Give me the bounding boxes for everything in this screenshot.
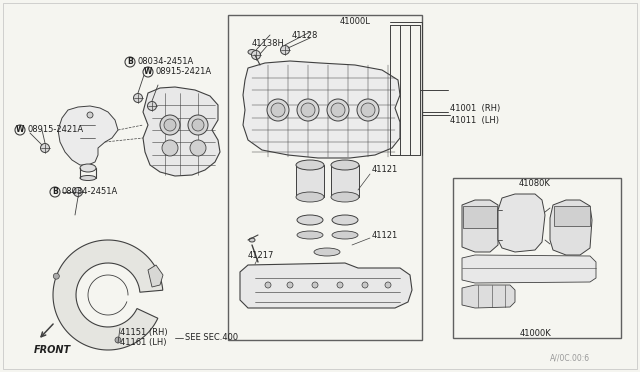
- Circle shape: [162, 140, 178, 156]
- Circle shape: [267, 99, 289, 121]
- Circle shape: [337, 282, 343, 288]
- Circle shape: [265, 282, 271, 288]
- Polygon shape: [498, 194, 545, 252]
- Ellipse shape: [80, 176, 96, 180]
- Circle shape: [87, 112, 93, 118]
- Bar: [463, 206, 497, 228]
- Polygon shape: [58, 106, 118, 165]
- Ellipse shape: [297, 231, 323, 239]
- Text: 08034-2451A: 08034-2451A: [62, 187, 118, 196]
- Text: 08915-2421A: 08915-2421A: [155, 67, 211, 77]
- Ellipse shape: [249, 238, 255, 242]
- Bar: [296, 165, 324, 197]
- Circle shape: [331, 103, 345, 117]
- Polygon shape: [462, 285, 515, 308]
- Circle shape: [74, 187, 83, 196]
- Ellipse shape: [80, 164, 96, 172]
- Ellipse shape: [296, 160, 324, 170]
- Text: SEE SEC.400: SEE SEC.400: [185, 334, 238, 343]
- Ellipse shape: [332, 215, 358, 225]
- Circle shape: [115, 337, 121, 343]
- Polygon shape: [148, 265, 163, 287]
- Text: 41151 (RH): 41151 (RH): [120, 327, 168, 337]
- Text: 41011  (LH): 41011 (LH): [450, 115, 499, 125]
- Ellipse shape: [331, 192, 359, 202]
- Text: 41128: 41128: [292, 32, 318, 41]
- Polygon shape: [240, 263, 412, 308]
- Polygon shape: [53, 240, 163, 350]
- Circle shape: [134, 93, 143, 103]
- Ellipse shape: [332, 231, 358, 239]
- Text: 41121: 41121: [372, 231, 398, 240]
- Text: 08915-2421A: 08915-2421A: [27, 125, 83, 135]
- Circle shape: [361, 103, 375, 117]
- Ellipse shape: [248, 49, 256, 55]
- Circle shape: [50, 187, 60, 197]
- Circle shape: [280, 45, 289, 55]
- Text: 41161 (LH): 41161 (LH): [120, 337, 166, 346]
- Circle shape: [327, 99, 349, 121]
- Circle shape: [252, 51, 260, 60]
- Polygon shape: [550, 200, 592, 255]
- Bar: [554, 206, 590, 226]
- Circle shape: [15, 125, 25, 135]
- Circle shape: [312, 282, 318, 288]
- Circle shape: [125, 57, 135, 67]
- Text: 41138H: 41138H: [252, 39, 285, 48]
- Ellipse shape: [296, 192, 324, 202]
- Text: FRONT: FRONT: [33, 345, 70, 355]
- Ellipse shape: [297, 215, 323, 225]
- Polygon shape: [462, 200, 498, 252]
- Circle shape: [357, 99, 379, 121]
- Circle shape: [160, 115, 180, 135]
- Text: 41000K: 41000K: [519, 328, 551, 337]
- Text: 41000L: 41000L: [340, 17, 371, 26]
- Polygon shape: [243, 61, 400, 158]
- Polygon shape: [462, 255, 596, 283]
- Text: B: B: [52, 187, 58, 196]
- Text: 41080K: 41080K: [519, 179, 551, 187]
- Ellipse shape: [314, 248, 340, 256]
- Ellipse shape: [331, 160, 359, 170]
- Circle shape: [147, 102, 157, 110]
- Text: W: W: [144, 67, 152, 77]
- Bar: [453, 178, 621, 338]
- Circle shape: [190, 140, 206, 156]
- Circle shape: [297, 99, 319, 121]
- Circle shape: [287, 282, 293, 288]
- Text: 41121: 41121: [372, 166, 398, 174]
- Text: A//0C.00:6: A//0C.00:6: [550, 353, 590, 362]
- Text: 41001  (RH): 41001 (RH): [450, 103, 500, 112]
- Text: B: B: [127, 58, 133, 67]
- Circle shape: [385, 282, 391, 288]
- Bar: [331, 165, 359, 197]
- Bar: [228, 15, 422, 340]
- Circle shape: [362, 282, 368, 288]
- Circle shape: [188, 115, 208, 135]
- Text: 08034-2451A: 08034-2451A: [137, 58, 193, 67]
- Circle shape: [301, 103, 315, 117]
- Circle shape: [40, 144, 49, 153]
- Circle shape: [53, 273, 60, 279]
- Circle shape: [192, 119, 204, 131]
- Text: 41217: 41217: [248, 250, 275, 260]
- Circle shape: [164, 119, 176, 131]
- Text: W: W: [16, 125, 24, 135]
- Circle shape: [143, 67, 153, 77]
- Circle shape: [271, 103, 285, 117]
- Polygon shape: [143, 87, 220, 176]
